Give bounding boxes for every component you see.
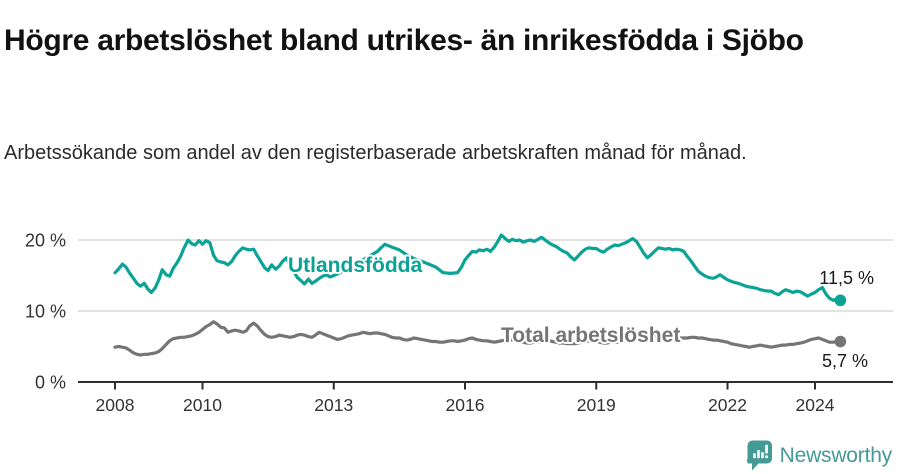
x-tick-label: 2022 — [708, 395, 747, 415]
x-tick-label: 2010 — [183, 395, 222, 415]
series-utlandsfodda-label: Utlandsfödda — [288, 254, 422, 277]
newsworthy-logo-icon — [746, 440, 772, 471]
x-tick-label: 2008 — [96, 395, 135, 415]
series-utlandsfodda-end-dot — [834, 294, 847, 307]
series-total-label: Total arbetslöshet — [501, 324, 680, 347]
brand-footer: Newsworthy — [746, 440, 893, 471]
x-tick-label: 2013 — [314, 395, 353, 415]
series-utlandsfodda-line — [113, 233, 843, 303]
series-total-end-dot — [834, 335, 847, 348]
y-tick-label: 20 % — [25, 231, 66, 251]
chart-subtitle: Arbetssökande som andel av den registerb… — [4, 142, 747, 164]
brand-wordmark: Newsworthy — [779, 443, 893, 467]
series-total-end-value: 5,7 % — [822, 351, 868, 371]
x-tick-label: 2024 — [796, 395, 835, 415]
chart-area: 0 % 10 % 20 % 2008 2010 2013 2016 2019 2022 2024 U… — [0, 225, 900, 435]
series-utlandsfodda-end-value: 11,5 % — [819, 268, 874, 288]
y-tick-label: 0 % — [35, 373, 66, 393]
y-tick-label: 10 % — [25, 302, 66, 322]
series-total-line — [113, 320, 843, 357]
line-chart: 0 % 10 % 20 % 2008 2010 2013 2016 2019 2022 2024 U… — [25, 231, 893, 415]
x-tick-label: 2016 — [446, 395, 485, 415]
x-tick-label: 2019 — [577, 395, 616, 415]
page-title: Högre arbetslöshet bland utrikes- än inr… — [4, 24, 804, 58]
